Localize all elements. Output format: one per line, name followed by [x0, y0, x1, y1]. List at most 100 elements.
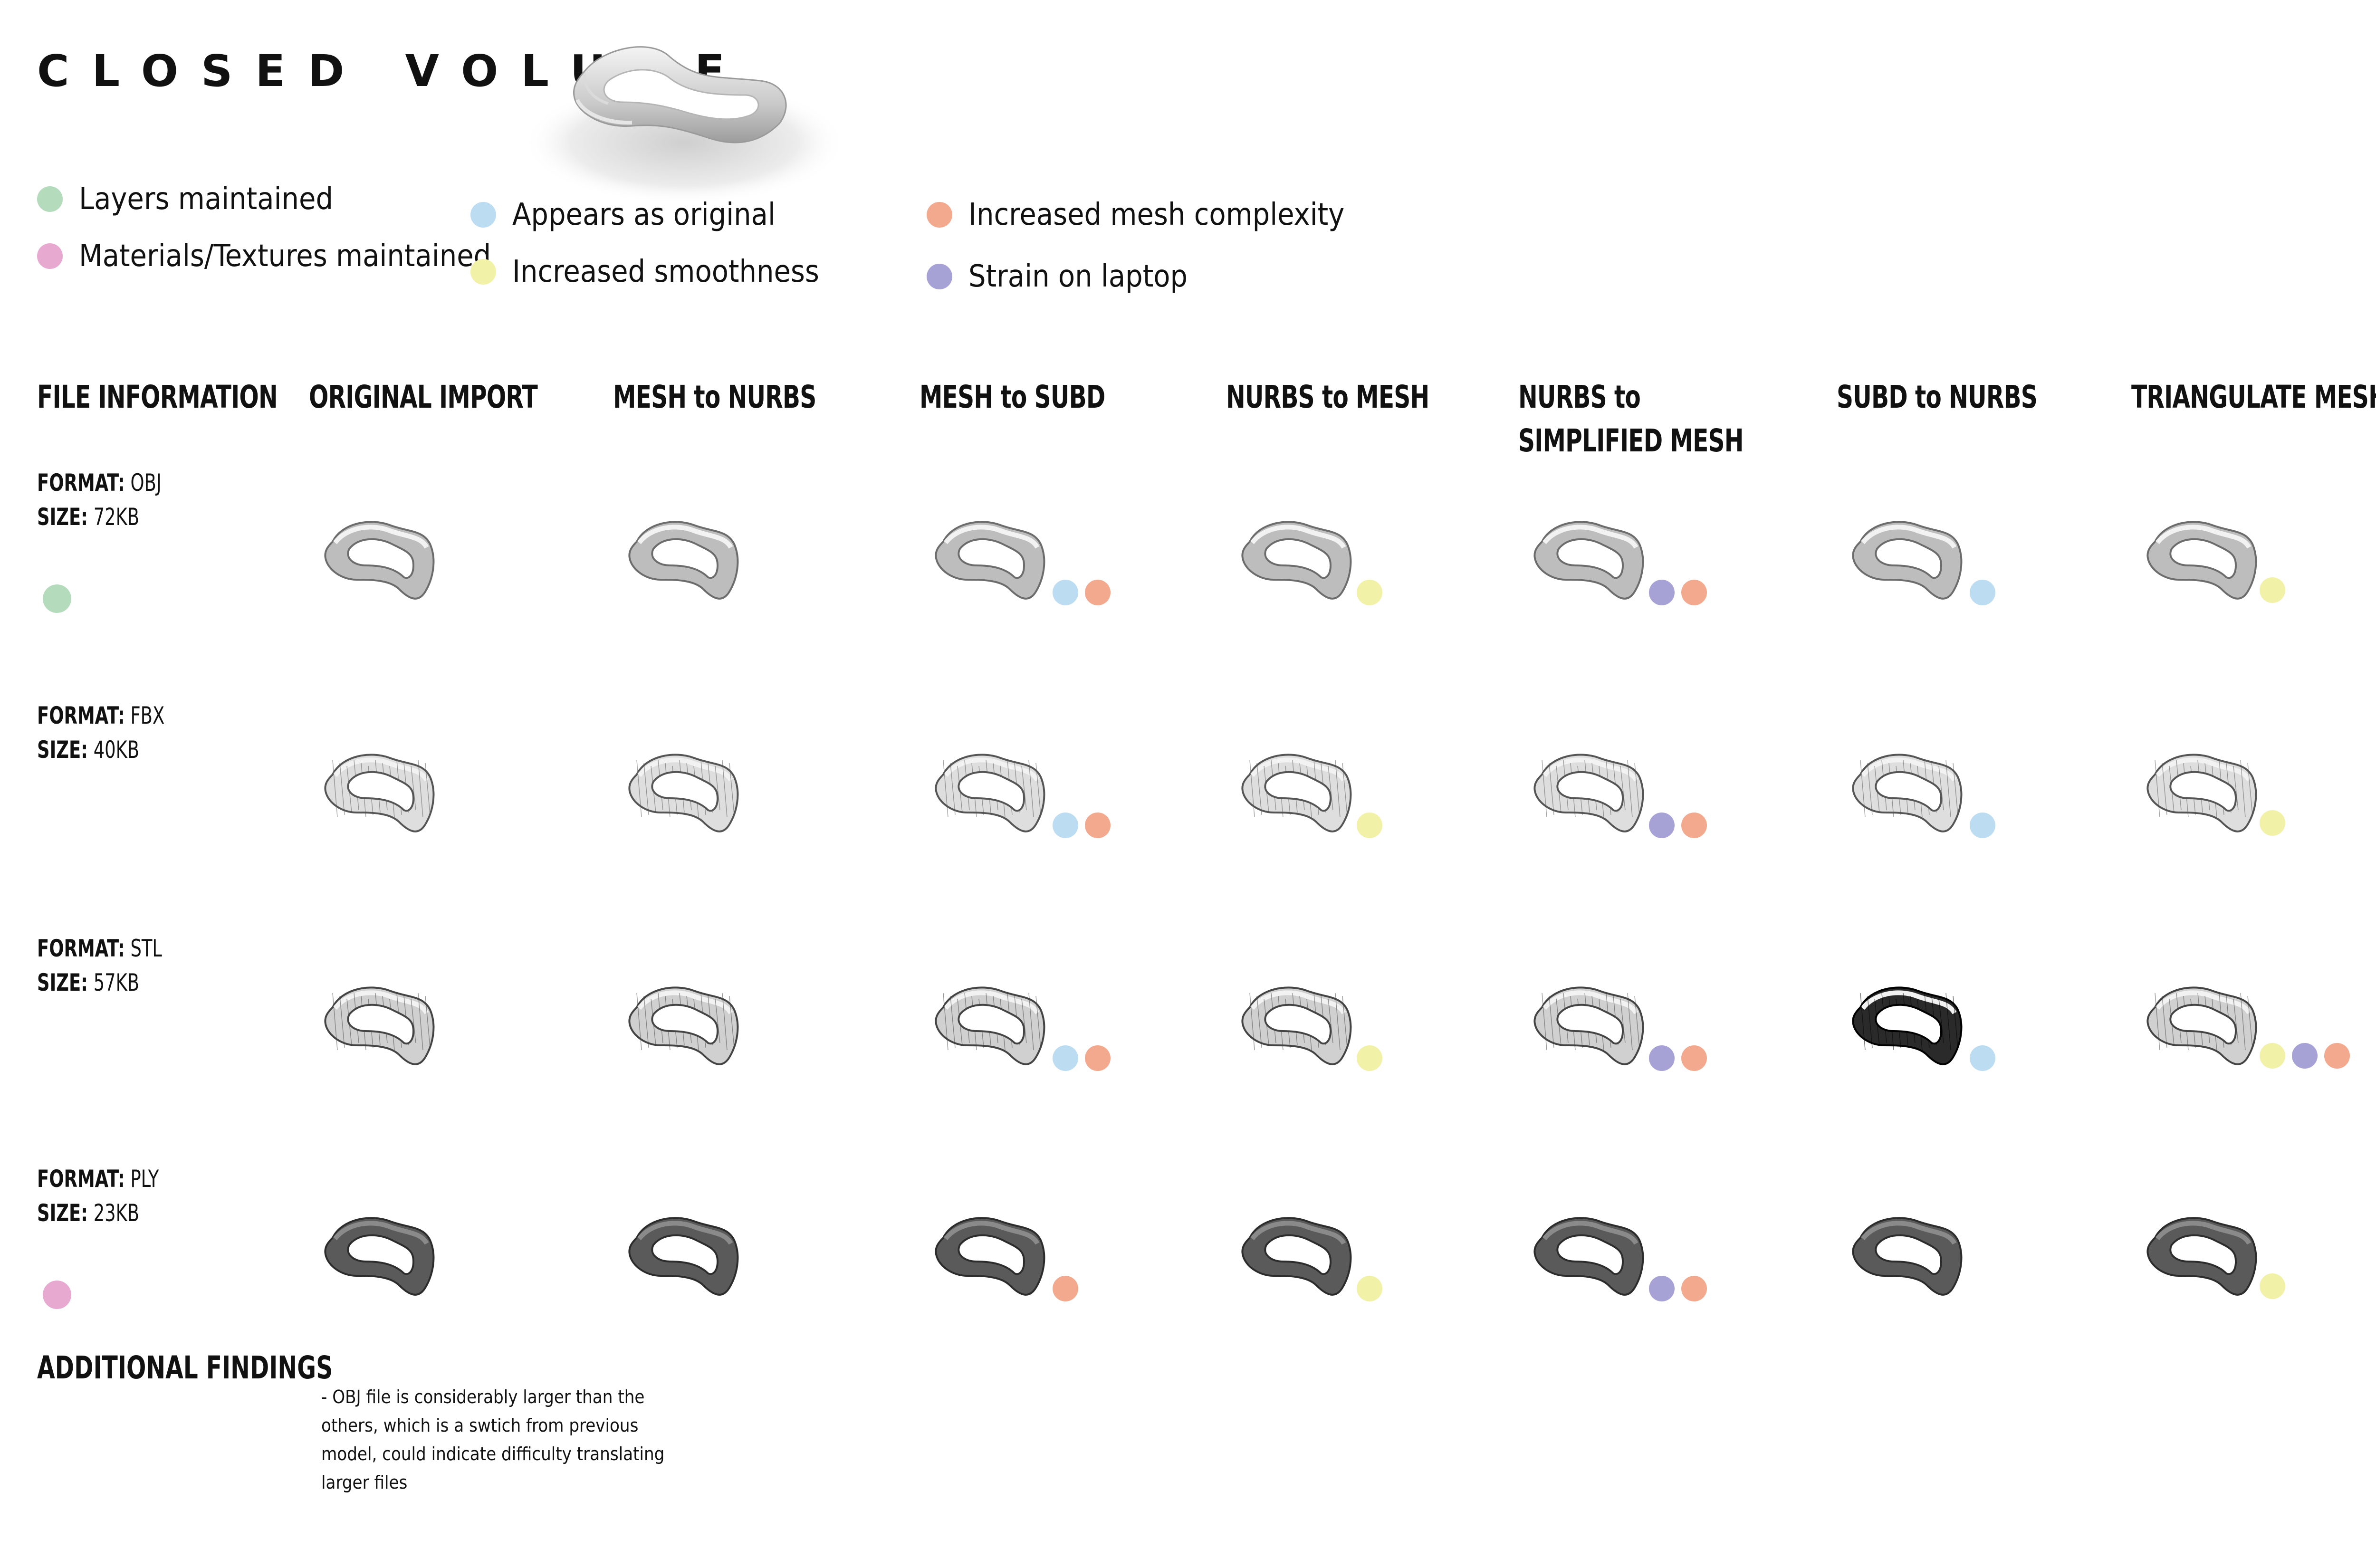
- result-cell: [1841, 741, 2079, 884]
- model-render: [2146, 1217, 2257, 1296]
- tag-dot-complex: [1681, 1276, 1707, 1301]
- model-render: [935, 754, 1045, 832]
- result-cell: [1523, 741, 1761, 884]
- size-line: SIZE: 23KB: [37, 1196, 159, 1230]
- tag-dot-smooth: [1357, 580, 1382, 605]
- result-cell: [1523, 974, 1761, 1117]
- result-cell: [1841, 1205, 2079, 1347]
- result-tags: [1053, 813, 1111, 838]
- tag-dot-original: [1970, 580, 1995, 605]
- result-cell: [618, 741, 855, 884]
- model-render: [324, 1217, 435, 1296]
- model-render: [628, 986, 739, 1065]
- legend-label: Materials/Textures maintained: [79, 239, 491, 274]
- legend-item-original: Appears as original: [470, 197, 776, 232]
- model-render: [2146, 521, 2257, 600]
- tag-dot-complex: [1085, 813, 1111, 838]
- legend-swatch: [37, 243, 63, 269]
- size-label: SIZE:: [37, 736, 88, 764]
- legend-swatch: [470, 259, 496, 285]
- legend-swatch: [927, 202, 952, 228]
- result-tags: [2260, 810, 2285, 836]
- result-tags: [1357, 813, 1382, 838]
- result-cell: [618, 1205, 855, 1347]
- result-tags: [1649, 813, 1707, 838]
- result-tags: [1970, 813, 1995, 838]
- result-cell: [1841, 508, 2079, 651]
- result-cell: [618, 974, 855, 1117]
- size-value: 72KB: [87, 503, 140, 531]
- column-header: MESH to NURBS: [613, 379, 816, 415]
- format-label: FORMAT:: [37, 469, 125, 497]
- legend-item-materials: Materials/Textures maintained: [37, 239, 491, 274]
- result-tags: [2260, 1043, 2350, 1069]
- tag-dot-complex: [1085, 1045, 1111, 1071]
- size-label: SIZE:: [37, 503, 88, 531]
- tag-dot-complex: [2324, 1043, 2350, 1069]
- format-line: FORMAT: STL: [37, 931, 162, 966]
- tag-dot-original: [1053, 1045, 1078, 1071]
- model-render: [2146, 986, 2257, 1065]
- legend-label: Strain on laptop: [968, 259, 1188, 294]
- result-cell: [314, 1205, 551, 1347]
- format-line: FORMAT: PLY: [37, 1162, 159, 1196]
- tag-dot-smooth: [2260, 1043, 2285, 1069]
- legend-swatch: [37, 186, 63, 212]
- tag-dot-strain: [1649, 1276, 1675, 1301]
- model-render: [935, 1217, 1045, 1296]
- tag-dot-smooth: [2260, 810, 2285, 836]
- file-info-ply: FORMAT: PLY SIZE: 23KB: [37, 1162, 159, 1230]
- tag-dot-smooth: [1357, 813, 1382, 838]
- result-cell: [314, 508, 551, 651]
- result-tags: [2260, 1273, 2285, 1299]
- size-line: SIZE: 72KB: [37, 500, 162, 534]
- tag-dot-original: [1053, 813, 1078, 838]
- model-render: [324, 986, 435, 1065]
- format-value: FBX: [125, 702, 165, 729]
- tag-dot-strain: [1649, 580, 1675, 605]
- tag-dot-layers: [43, 584, 71, 613]
- legend-label: Appears as original: [512, 197, 776, 232]
- result-tags: [1053, 580, 1111, 605]
- model-render: [1241, 1217, 1352, 1296]
- additional-findings-heading: ADDITIONAL FINDINGS: [37, 1349, 333, 1386]
- result-tags: [1970, 580, 1995, 605]
- model-render: [324, 521, 435, 600]
- model-render: [1533, 986, 1644, 1065]
- result-cell: [924, 974, 1162, 1117]
- result-tags: [1649, 1276, 1707, 1301]
- size-label: SIZE:: [37, 1199, 88, 1227]
- column-header: NURBS to SIMPLIFIED MESH: [1518, 379, 1744, 459]
- result-tags: [1053, 1276, 1078, 1301]
- size-line: SIZE: 40KB: [37, 733, 164, 767]
- tag-dot-strain: [2292, 1043, 2318, 1069]
- result-cell: [314, 974, 551, 1117]
- result-cell: [1841, 974, 2079, 1117]
- result-cell: [314, 741, 551, 884]
- format-value: PLY: [125, 1165, 159, 1193]
- format-line: FORMAT: FBX: [37, 698, 164, 733]
- file-info-obj: FORMAT: OBJ SIZE: 72KB: [37, 466, 162, 534]
- tag-dot-materials: [43, 1281, 71, 1309]
- model-render: [1533, 754, 1644, 832]
- additional-findings-text: - OBJ file is considerably larger than t…: [321, 1386, 665, 1493]
- result-tags: [1357, 1045, 1382, 1071]
- model-render: [1241, 986, 1352, 1065]
- format-value: OBJ: [125, 469, 162, 497]
- tag-dot-complex: [1085, 580, 1111, 605]
- legend-swatch: [470, 202, 496, 228]
- tag-dot-complex: [1053, 1276, 1078, 1301]
- legend-item-smooth: Increased smoothness: [470, 254, 819, 289]
- tag-dot-smooth: [2260, 1273, 2285, 1299]
- legend-item-strain: Strain on laptop: [927, 259, 1188, 294]
- result-cell: [1231, 1205, 1468, 1347]
- model-render: [628, 521, 739, 600]
- legend-swatch: [927, 264, 952, 289]
- result-tags: [1357, 580, 1382, 605]
- result-cell: [1231, 974, 1468, 1117]
- legend-item-layers: Layers maintained: [37, 182, 333, 217]
- result-tags: [1649, 580, 1707, 605]
- model-render: [1241, 521, 1352, 600]
- model-render: [1852, 986, 1963, 1065]
- tag-dot-original: [1970, 813, 1995, 838]
